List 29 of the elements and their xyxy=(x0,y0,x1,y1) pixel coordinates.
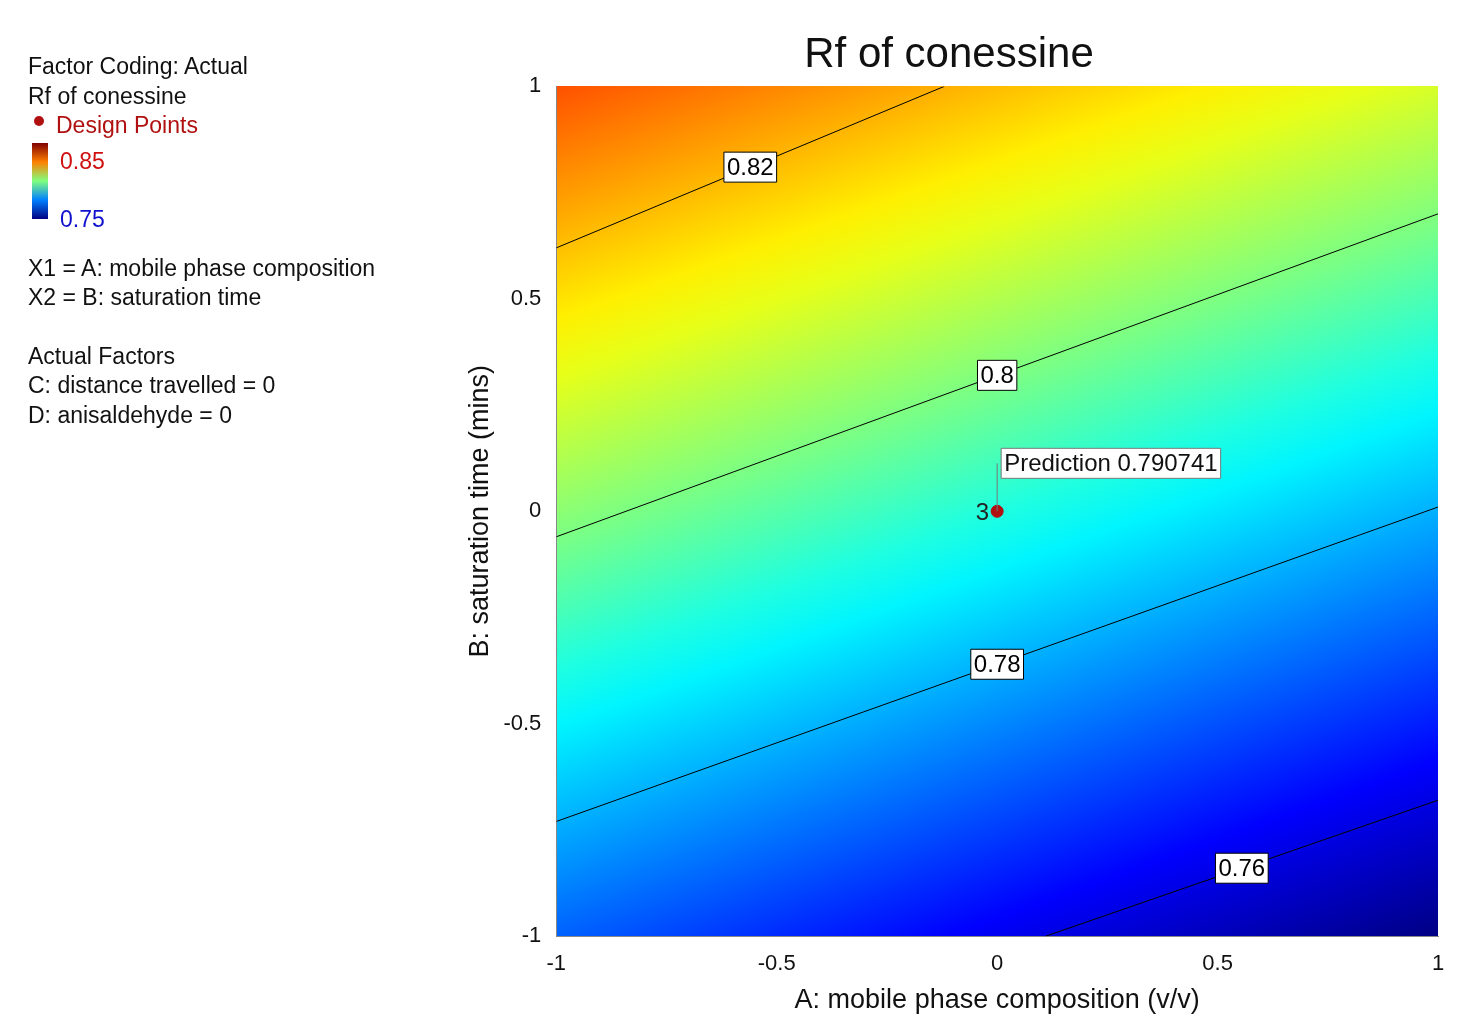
y-tick-label: -1 xyxy=(521,922,542,948)
series-label: 0.76 xyxy=(1218,853,1266,881)
chart-title: Rf of conessine xyxy=(804,28,1094,76)
text: D: anisaldehyde = 0 xyxy=(28,400,233,430)
x-tick-label: -0.5 xyxy=(757,950,796,976)
annotation: Prediction 0.790741 xyxy=(1004,448,1218,476)
x-tick-label: 1 xyxy=(1431,950,1445,976)
text: Factor Coding: Actual xyxy=(28,52,249,81)
x-axis-title: A: mobile phase composition (v/v) xyxy=(794,984,1200,1015)
series-label: 0.78 xyxy=(973,649,1021,677)
x-tick-label: -1 xyxy=(546,950,567,976)
color-bar-title: Rf of conessine xyxy=(28,81,188,111)
color-bar-label: 0.85 xyxy=(60,146,105,176)
series-label: 0.8 xyxy=(980,360,1014,388)
y-tick-label: 0 xyxy=(529,497,542,523)
legend-label: Design Points xyxy=(56,111,198,140)
color-bar-label: 0.75 xyxy=(60,204,105,234)
y-axis-title: B: saturation time (mins) xyxy=(463,365,494,658)
x-tick-label: 0 xyxy=(991,950,1004,976)
x-tick-label: 0.5 xyxy=(1202,950,1233,976)
y-tick-label: 1 xyxy=(529,72,542,98)
text: C: distance travelled = 0 xyxy=(28,371,277,400)
text: X1 = A: mobile phase composition xyxy=(28,253,377,283)
y-tick-label: 0.5 xyxy=(510,284,542,310)
series-label: 0.82 xyxy=(726,152,774,180)
text: X2 = B: saturation time xyxy=(28,283,263,312)
text: Actual Factors xyxy=(28,341,176,371)
y-tick-label: -0.5 xyxy=(503,709,542,735)
annotation: 3 xyxy=(975,497,990,525)
